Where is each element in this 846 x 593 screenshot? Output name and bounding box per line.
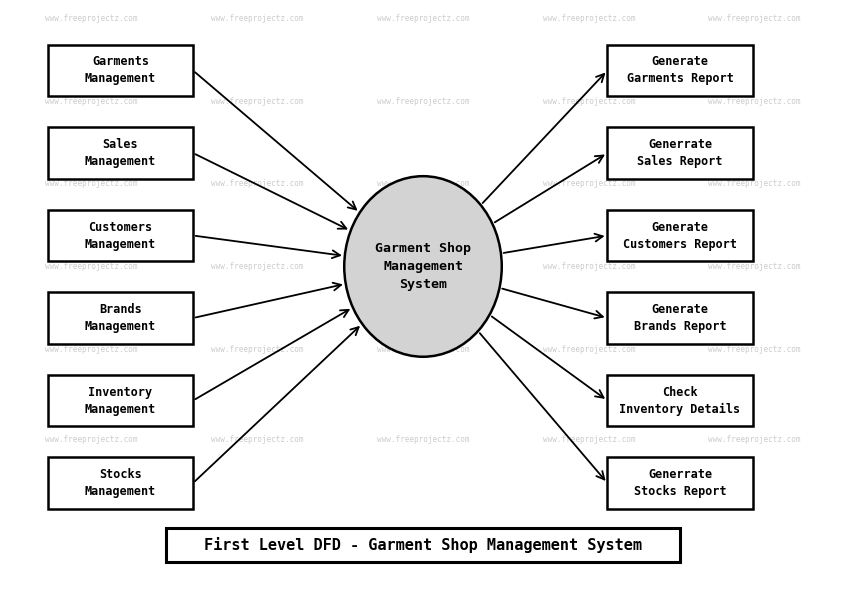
Text: www.freeprojectz.com: www.freeprojectz.com: [211, 14, 304, 23]
FancyBboxPatch shape: [166, 528, 680, 562]
Text: Brands
Management: Brands Management: [85, 303, 156, 333]
Text: www.freeprojectz.com: www.freeprojectz.com: [211, 345, 304, 353]
Text: Garment Shop
Management
System: Garment Shop Management System: [375, 242, 471, 291]
Text: www.freeprojectz.com: www.freeprojectz.com: [45, 180, 138, 189]
Text: www.freeprojectz.com: www.freeprojectz.com: [211, 435, 304, 444]
Text: www.freeprojectz.com: www.freeprojectz.com: [708, 97, 801, 106]
FancyBboxPatch shape: [48, 375, 193, 426]
Text: First Level DFD - Garment Shop Management System: First Level DFD - Garment Shop Managemen…: [204, 537, 642, 553]
Text: Customers
Management: Customers Management: [85, 221, 156, 250]
Text: Generate
Garments Report: Generate Garments Report: [627, 55, 733, 85]
FancyBboxPatch shape: [607, 210, 753, 262]
FancyBboxPatch shape: [607, 457, 753, 509]
Text: www.freeprojectz.com: www.freeprojectz.com: [376, 262, 470, 271]
Text: Generrate
Stocks Report: Generrate Stocks Report: [634, 468, 727, 498]
Text: www.freeprojectz.com: www.freeprojectz.com: [708, 14, 801, 23]
Ellipse shape: [344, 176, 502, 357]
Text: Inventory
Management: Inventory Management: [85, 385, 156, 416]
FancyBboxPatch shape: [607, 375, 753, 426]
Text: www.freeprojectz.com: www.freeprojectz.com: [45, 435, 138, 444]
Text: www.freeprojectz.com: www.freeprojectz.com: [542, 435, 635, 444]
Text: www.freeprojectz.com: www.freeprojectz.com: [45, 14, 138, 23]
FancyBboxPatch shape: [607, 44, 753, 96]
Text: www.freeprojectz.com: www.freeprojectz.com: [708, 435, 801, 444]
Text: www.freeprojectz.com: www.freeprojectz.com: [542, 97, 635, 106]
Text: www.freeprojectz.com: www.freeprojectz.com: [542, 262, 635, 271]
Text: www.freeprojectz.com: www.freeprojectz.com: [211, 97, 304, 106]
Text: Generate
Customers Report: Generate Customers Report: [623, 221, 737, 250]
Text: www.freeprojectz.com: www.freeprojectz.com: [45, 345, 138, 353]
FancyBboxPatch shape: [607, 127, 753, 178]
Text: Generrate
Sales Report: Generrate Sales Report: [637, 138, 722, 168]
Text: Stocks
Management: Stocks Management: [85, 468, 156, 498]
FancyBboxPatch shape: [607, 292, 753, 344]
Text: Check
Inventory Details: Check Inventory Details: [619, 385, 740, 416]
FancyBboxPatch shape: [48, 127, 193, 178]
Text: www.freeprojectz.com: www.freeprojectz.com: [376, 14, 470, 23]
Text: www.freeprojectz.com: www.freeprojectz.com: [211, 180, 304, 189]
Text: www.freeprojectz.com: www.freeprojectz.com: [376, 435, 470, 444]
Text: www.freeprojectz.com: www.freeprojectz.com: [45, 97, 138, 106]
Text: Garments
Management: Garments Management: [85, 55, 156, 85]
Text: www.freeprojectz.com: www.freeprojectz.com: [376, 180, 470, 189]
Text: www.freeprojectz.com: www.freeprojectz.com: [376, 345, 470, 353]
Text: www.freeprojectz.com: www.freeprojectz.com: [542, 180, 635, 189]
FancyBboxPatch shape: [48, 44, 193, 96]
FancyBboxPatch shape: [48, 457, 193, 509]
Text: www.freeprojectz.com: www.freeprojectz.com: [376, 97, 470, 106]
Text: www.freeprojectz.com: www.freeprojectz.com: [45, 262, 138, 271]
Text: Generate
Brands Report: Generate Brands Report: [634, 303, 727, 333]
Text: Sales
Management: Sales Management: [85, 138, 156, 168]
Text: www.freeprojectz.com: www.freeprojectz.com: [542, 345, 635, 353]
Text: www.freeprojectz.com: www.freeprojectz.com: [708, 345, 801, 353]
FancyBboxPatch shape: [48, 292, 193, 344]
Text: www.freeprojectz.com: www.freeprojectz.com: [708, 262, 801, 271]
Text: www.freeprojectz.com: www.freeprojectz.com: [211, 262, 304, 271]
FancyBboxPatch shape: [48, 210, 193, 262]
Text: www.freeprojectz.com: www.freeprojectz.com: [542, 14, 635, 23]
Text: www.freeprojectz.com: www.freeprojectz.com: [708, 180, 801, 189]
